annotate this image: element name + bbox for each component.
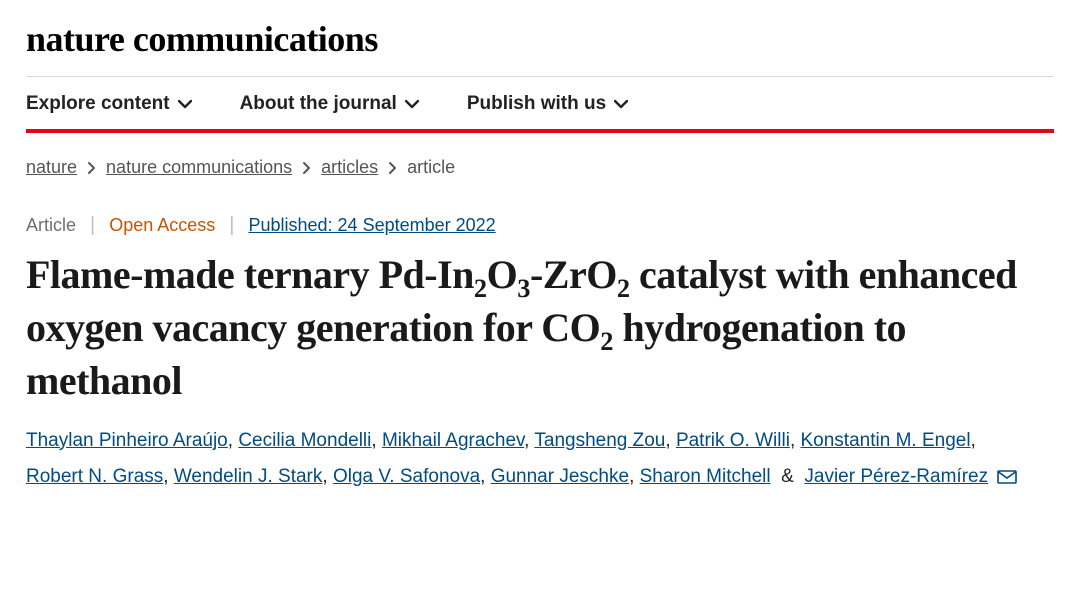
author-link[interactable]: Sharon Mitchell (640, 466, 771, 487)
author-link[interactable]: Wendelin J. Stark (174, 466, 323, 487)
author-link[interactable]: Gunnar Jeschke (491, 466, 629, 487)
nav-publish-label: Publish with us (467, 93, 606, 115)
author-link[interactable]: Konstantin M. Engel (801, 430, 971, 451)
chevron-right-icon (302, 161, 311, 175)
author-link[interactable]: Javier Pérez-Ramírez (804, 466, 988, 487)
chevron-right-icon (388, 161, 397, 175)
breadcrumb-link[interactable]: articles (321, 157, 378, 178)
breadcrumb-current: article (407, 157, 455, 178)
meta-open-access: Open Access (109, 215, 215, 236)
author-link[interactable]: Tangsheng Zou (534, 430, 665, 451)
journal-brand[interactable]: nature communications (26, 18, 1054, 60)
mail-icon[interactable] (997, 470, 1017, 484)
chevron-down-icon (614, 99, 628, 109)
author-list: Thaylan Pinheiro Araújo, Cecilia Mondell… (26, 423, 1054, 495)
article-meta: Article | Open Access | Published: 24 Se… (26, 186, 1054, 247)
nav-explore-label: Explore content (26, 93, 170, 115)
main-nav: Explore content About the journal Publis… (26, 77, 1054, 129)
breadcrumb-link[interactable]: nature communications (106, 157, 292, 178)
nav-explore[interactable]: Explore content (26, 93, 192, 115)
chevron-down-icon (405, 99, 419, 109)
meta-divider: | (229, 214, 234, 237)
chevron-down-icon (178, 99, 192, 109)
article-title: Flame-made ternary Pd-In2O3-ZrO2 catalys… (26, 247, 1054, 423)
nav-about[interactable]: About the journal (240, 93, 419, 115)
meta-type: Article (26, 215, 76, 236)
author-link[interactable]: Thaylan Pinheiro Araújo (26, 430, 228, 451)
meta-divider: | (90, 214, 95, 237)
nav-about-label: About the journal (240, 93, 397, 115)
author-link[interactable]: Mikhail Agrachev (382, 430, 524, 451)
breadcrumb: nature nature communications articles ar… (26, 133, 1054, 186)
author-link[interactable]: Patrik O. Willi (676, 430, 790, 451)
author-link[interactable]: Robert N. Grass (26, 466, 163, 487)
author-link[interactable]: Cecilia Mondelli (238, 430, 371, 451)
nav-publish[interactable]: Publish with us (467, 93, 628, 115)
chevron-right-icon (87, 161, 96, 175)
breadcrumb-link[interactable]: nature (26, 157, 77, 178)
author-link[interactable]: Olga V. Safonova (333, 466, 480, 487)
meta-published-date[interactable]: Published: 24 September 2022 (248, 215, 495, 236)
